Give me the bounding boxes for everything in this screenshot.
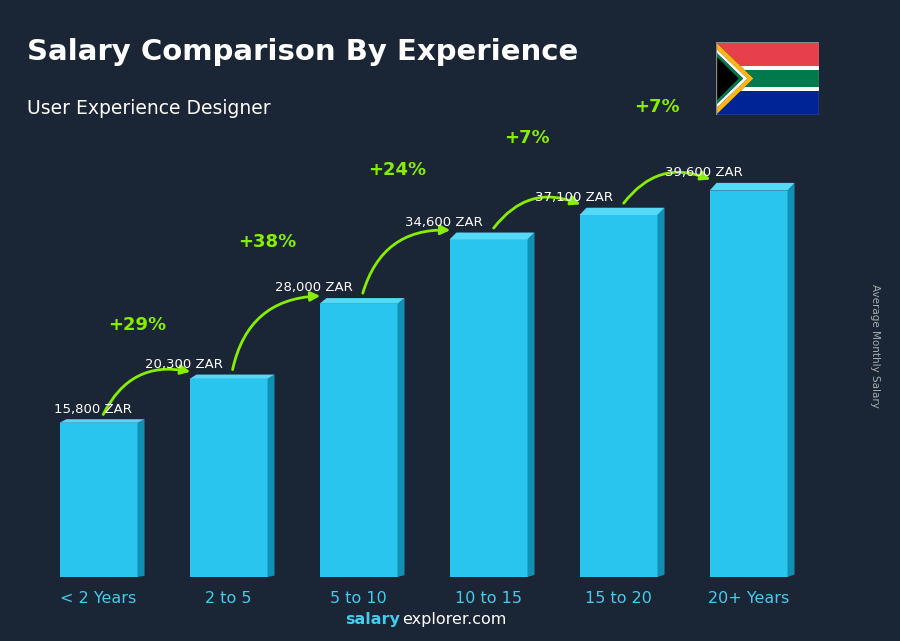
Polygon shape (716, 52, 743, 105)
Text: 34,600 ZAR: 34,600 ZAR (405, 216, 483, 229)
Bar (190, 379, 267, 577)
Polygon shape (267, 374, 274, 577)
Text: +38%: +38% (238, 233, 296, 251)
Bar (580, 215, 658, 577)
Polygon shape (788, 183, 795, 577)
Bar (716, 42, 819, 66)
Bar (59, 423, 138, 577)
Text: Salary Comparison By Experience: Salary Comparison By Experience (27, 38, 578, 67)
Text: 37,100 ZAR: 37,100 ZAR (536, 191, 613, 204)
Polygon shape (580, 208, 664, 215)
Polygon shape (320, 298, 404, 304)
Polygon shape (709, 183, 795, 190)
Bar (716, 91, 819, 115)
Polygon shape (138, 419, 145, 577)
Text: salary: salary (346, 612, 400, 627)
Text: 20,300 ZAR: 20,300 ZAR (146, 358, 223, 371)
Text: 28,000 ZAR: 28,000 ZAR (275, 281, 353, 294)
Polygon shape (398, 298, 404, 577)
Polygon shape (658, 208, 664, 577)
Text: +7%: +7% (634, 97, 680, 115)
Bar (716, 71, 819, 87)
Polygon shape (716, 42, 753, 115)
Bar (709, 190, 788, 577)
Text: +7%: +7% (504, 129, 550, 147)
Polygon shape (449, 233, 535, 239)
Text: +29%: +29% (108, 316, 166, 334)
Text: 15,800 ZAR: 15,800 ZAR (54, 403, 132, 415)
Text: Average Monthly Salary: Average Monthly Salary (869, 284, 880, 408)
Bar (320, 304, 398, 577)
Bar (449, 239, 527, 577)
Text: +24%: +24% (368, 161, 427, 179)
Polygon shape (190, 374, 274, 379)
Polygon shape (527, 233, 535, 577)
Polygon shape (716, 42, 753, 115)
Text: 39,600 ZAR: 39,600 ZAR (665, 166, 743, 179)
Polygon shape (716, 48, 747, 109)
Bar (716, 66, 819, 91)
Text: explorer.com: explorer.com (402, 612, 507, 627)
Polygon shape (59, 419, 145, 423)
Text: User Experience Designer: User Experience Designer (27, 99, 271, 119)
